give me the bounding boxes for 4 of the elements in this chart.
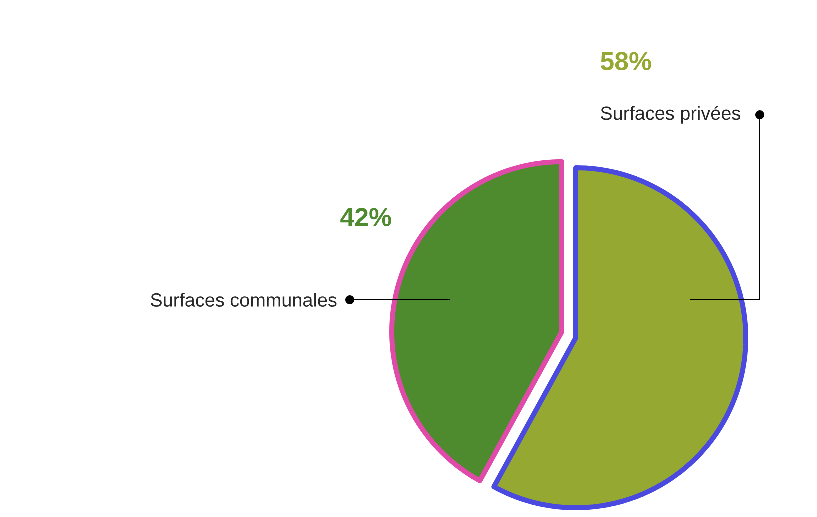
data-label: 58% — [601, 52, 652, 71]
slice-label: Surfaces privées — [601, 106, 740, 124]
data-label: 42% — [340, 208, 392, 226]
slice-label: Surfaces communales — [151, 293, 337, 307]
